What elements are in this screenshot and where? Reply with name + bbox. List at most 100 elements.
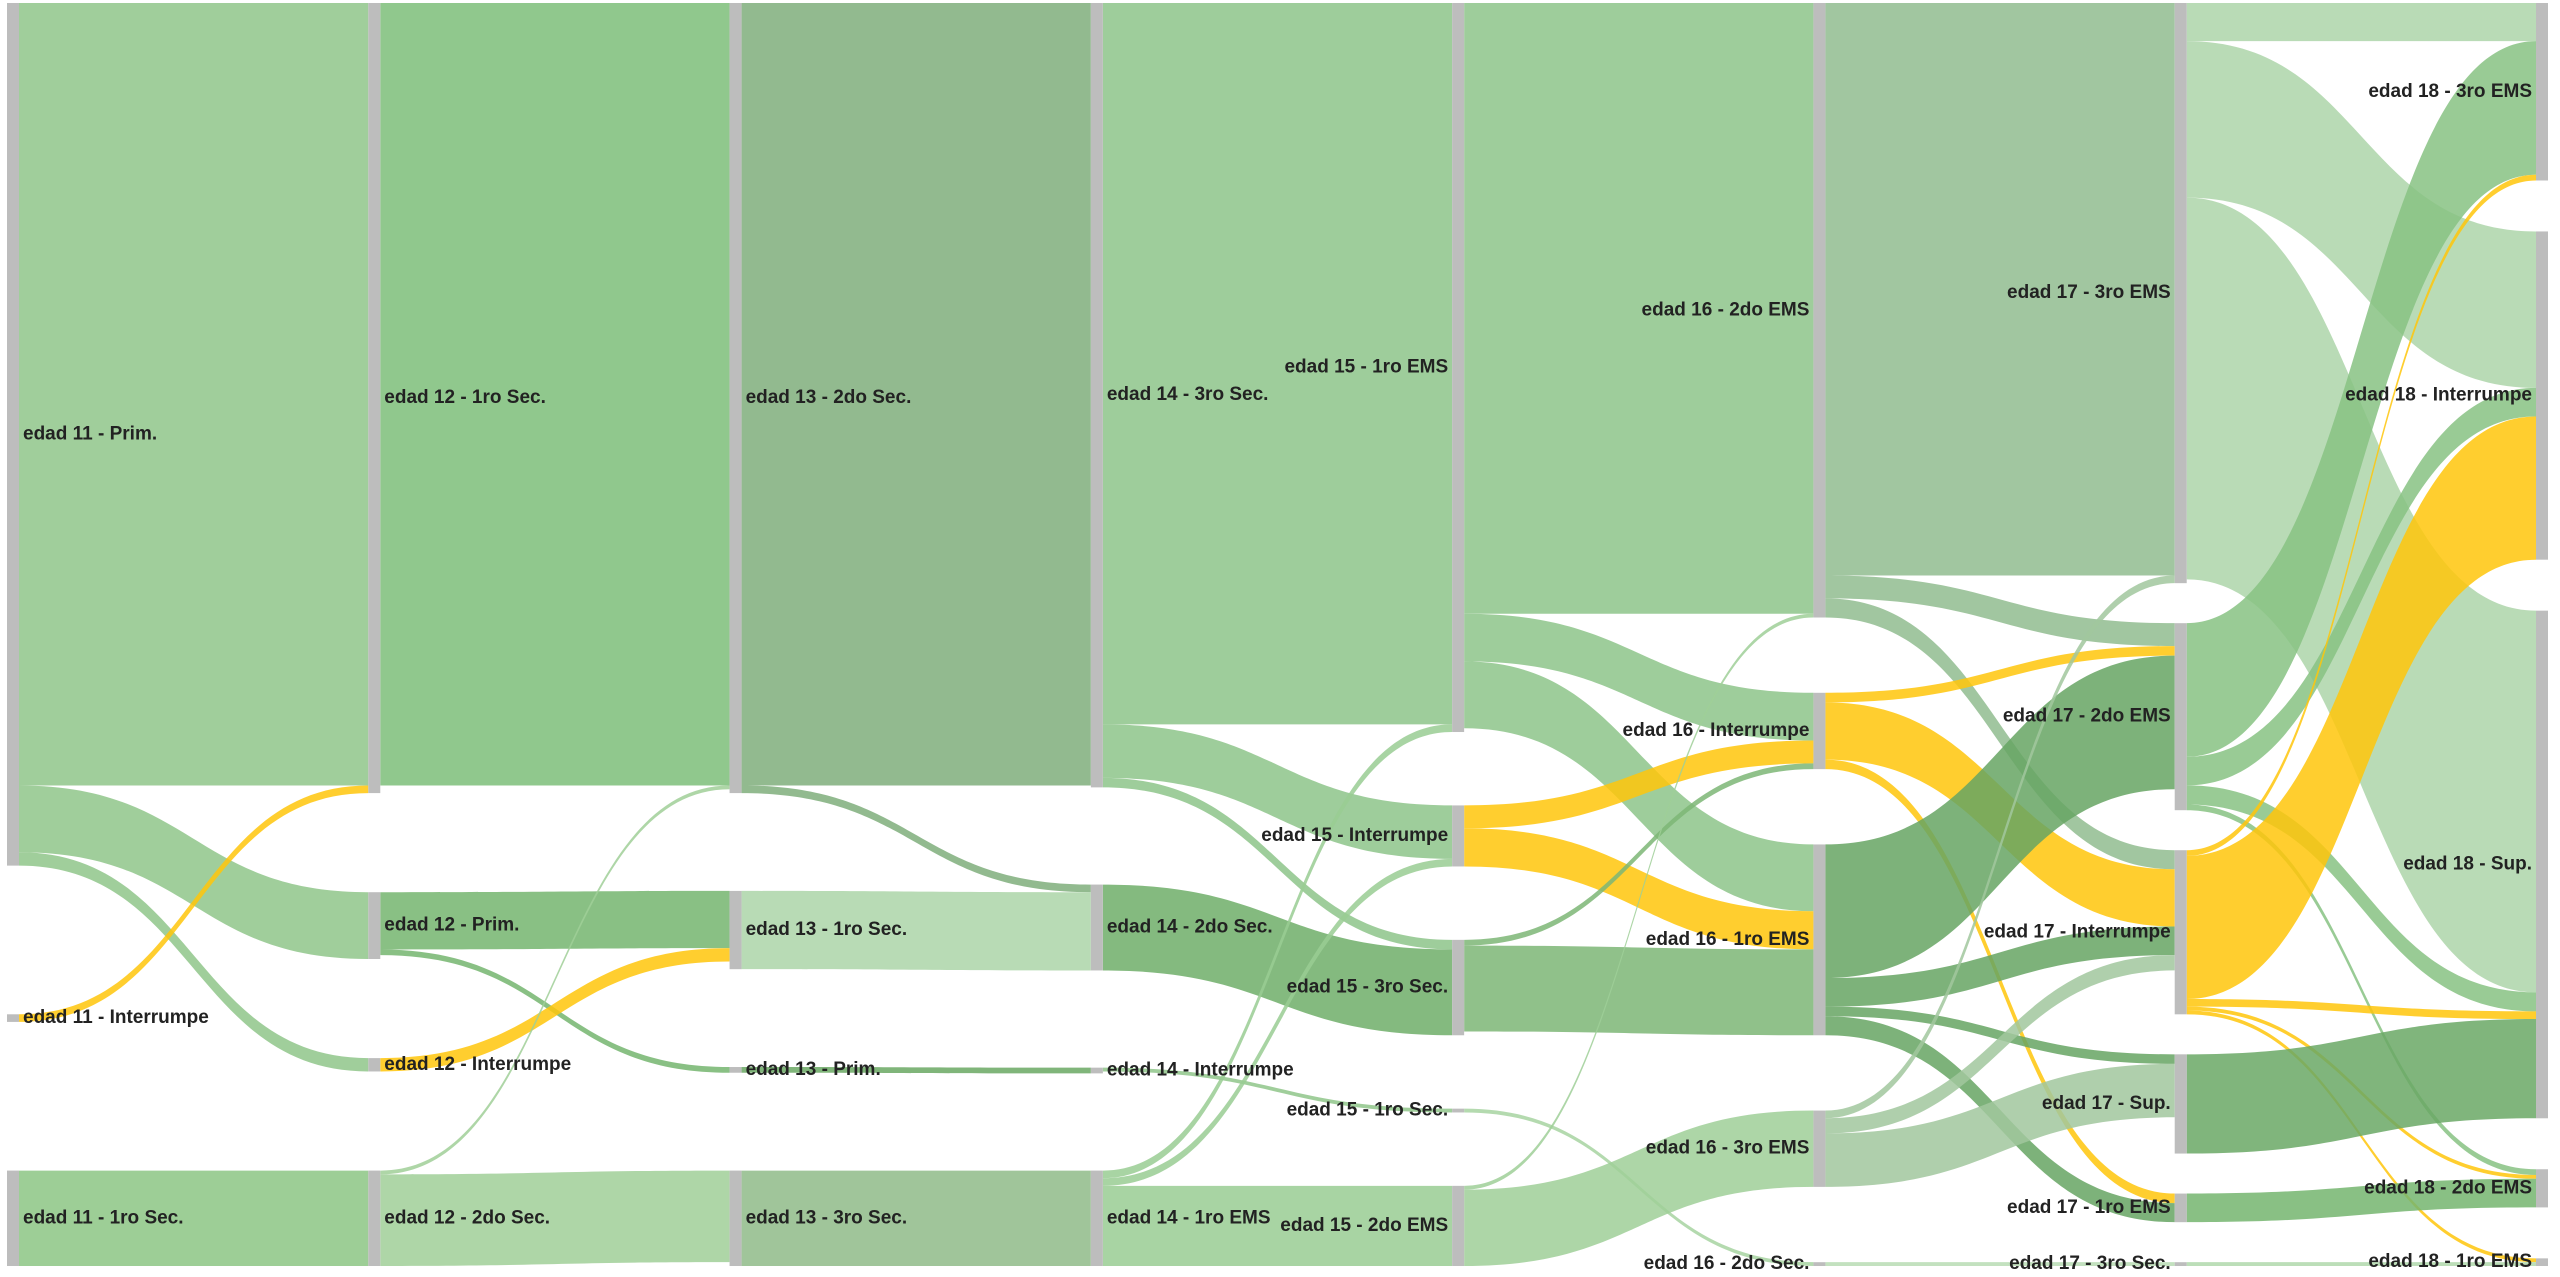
link (741, 1067, 1091, 1074)
node-label: edad 15 - 3ro Sec. (1287, 977, 1449, 998)
link (1825, 575, 2175, 647)
link (741, 890, 1091, 971)
node-bar (2174, 1193, 2187, 1223)
node-bar (7, 1014, 19, 1022)
node-bar (7, 1170, 19, 1266)
link (380, 948, 730, 1072)
node-bar (1090, 1067, 1103, 1074)
node-label: edad 11 - Interrumpe (23, 1007, 209, 1028)
node-label: edad 13 - 1ro Sec. (746, 919, 908, 940)
link (19, 3, 369, 786)
node-bar (729, 1067, 742, 1073)
link (741, 785, 1091, 893)
link (1464, 613, 1814, 741)
link (2186, 1019, 2536, 1154)
link (1464, 3, 1814, 614)
node-bar (2536, 1169, 2548, 1208)
node-label: edad 15 - Interrumpe (1261, 825, 1448, 846)
node-label: edad 16 - 1ro EMS (1646, 929, 1810, 950)
node-label: edad 14 - 1ro EMS (1107, 1207, 1271, 1228)
node-label: edad 17 - 3ro EMS (2007, 282, 2171, 303)
link (1102, 1067, 1453, 1113)
link (1102, 1185, 1453, 1266)
link (2186, 1178, 2536, 1223)
link (1825, 955, 2175, 1134)
link (1825, 1063, 2175, 1187)
link (2186, 1010, 2536, 1263)
node-bar (2536, 231, 2548, 560)
link (2186, 416, 2536, 1000)
node-label: edad 18 - 1ro EMS (2368, 1251, 2532, 1272)
node-label: edad 13 - Prim. (746, 1059, 881, 1080)
node-label: edad 12 - Prim. (384, 915, 519, 936)
node-bar (729, 3, 742, 794)
node-label: edad 14 - 2do Sec. (1107, 917, 1273, 938)
node-label: edad 12 - Interrumpe (384, 1054, 571, 1075)
node-bar (2174, 1262, 2187, 1266)
node-label: edad 16 - 2do Sec. (1644, 1253, 1810, 1274)
node-bar (1452, 1185, 1465, 1266)
node-bar (1813, 692, 1826, 770)
link (1825, 759, 2175, 1204)
link (1825, 646, 2175, 703)
link (19, 785, 369, 959)
link (2186, 387, 2536, 786)
link (1102, 884, 1453, 1036)
link (2186, 804, 2536, 1175)
node-bar (2536, 3, 2548, 181)
node-label: edad 17 - Interrumpe (1984, 921, 2171, 942)
node-label: edad 18 - 2do EMS (2364, 1177, 2532, 1198)
link (1825, 598, 2175, 870)
node-bar (1813, 844, 1826, 1036)
node-label: edad 14 - 3ro Sec. (1107, 384, 1269, 405)
labels: edad 11 - Prim. edad 11 - Interrumpe edad … (23, 81, 2532, 1274)
link (1825, 1262, 2175, 1266)
link (2186, 999, 2536, 1020)
node-label: edad 16 - 3ro EMS (1646, 1138, 1810, 1159)
node-bar (1452, 3, 1465, 733)
node-label: edad 17 - 1ro EMS (2007, 1197, 2171, 1218)
node-label: edad 15 - 1ro EMS (1284, 357, 1448, 378)
link (380, 3, 730, 786)
node-bar (729, 1170, 742, 1266)
node-label: edad 18 - Sup. (2403, 853, 2532, 874)
link (1825, 655, 2175, 979)
link (2186, 1262, 2536, 1266)
link (380, 890, 730, 950)
link (1464, 763, 1814, 946)
link (1464, 740, 1814, 829)
node-bar (1452, 1108, 1465, 1113)
link (1102, 724, 1453, 859)
link (19, 1170, 369, 1266)
node-label: edad 17 - 3ro Sec. (2009, 1253, 2171, 1274)
node-bar (1452, 805, 1465, 867)
link (1464, 1110, 1814, 1266)
link (2186, 3, 2536, 42)
link (2186, 785, 2536, 1012)
node-bar (1813, 1262, 1826, 1266)
node-label: edad 17 - 2do EMS (2003, 706, 2171, 727)
node-bar (2174, 1054, 2187, 1154)
link (1102, 3, 1453, 725)
node-bar (1813, 3, 1826, 618)
links (19, 3, 2536, 1266)
node-bar (2174, 850, 2187, 1015)
node-bar (1090, 1170, 1103, 1266)
link (19, 785, 369, 1022)
link (1825, 926, 2175, 1007)
node-bar (1090, 884, 1103, 971)
node-label: edad 11 - 1ro Sec. (23, 1207, 184, 1228)
link (741, 1170, 1091, 1266)
link (1102, 777, 1453, 950)
node-bar (368, 1170, 381, 1266)
link (2186, 174, 2536, 856)
link (380, 1170, 730, 1266)
node-label: edad 16 - Interrumpe (1623, 720, 1810, 741)
node-label: edad 15 - 1ro Sec. (1287, 1100, 1449, 1121)
node-label: edad 13 - 2do Sec. (746, 387, 912, 408)
node-label: edad 13 - 3ro Sec. (746, 1207, 908, 1228)
node-label: edad 15 - 2do EMS (1280, 1215, 1448, 1236)
node-bar (1452, 939, 1465, 1036)
node-bar (368, 1058, 381, 1072)
